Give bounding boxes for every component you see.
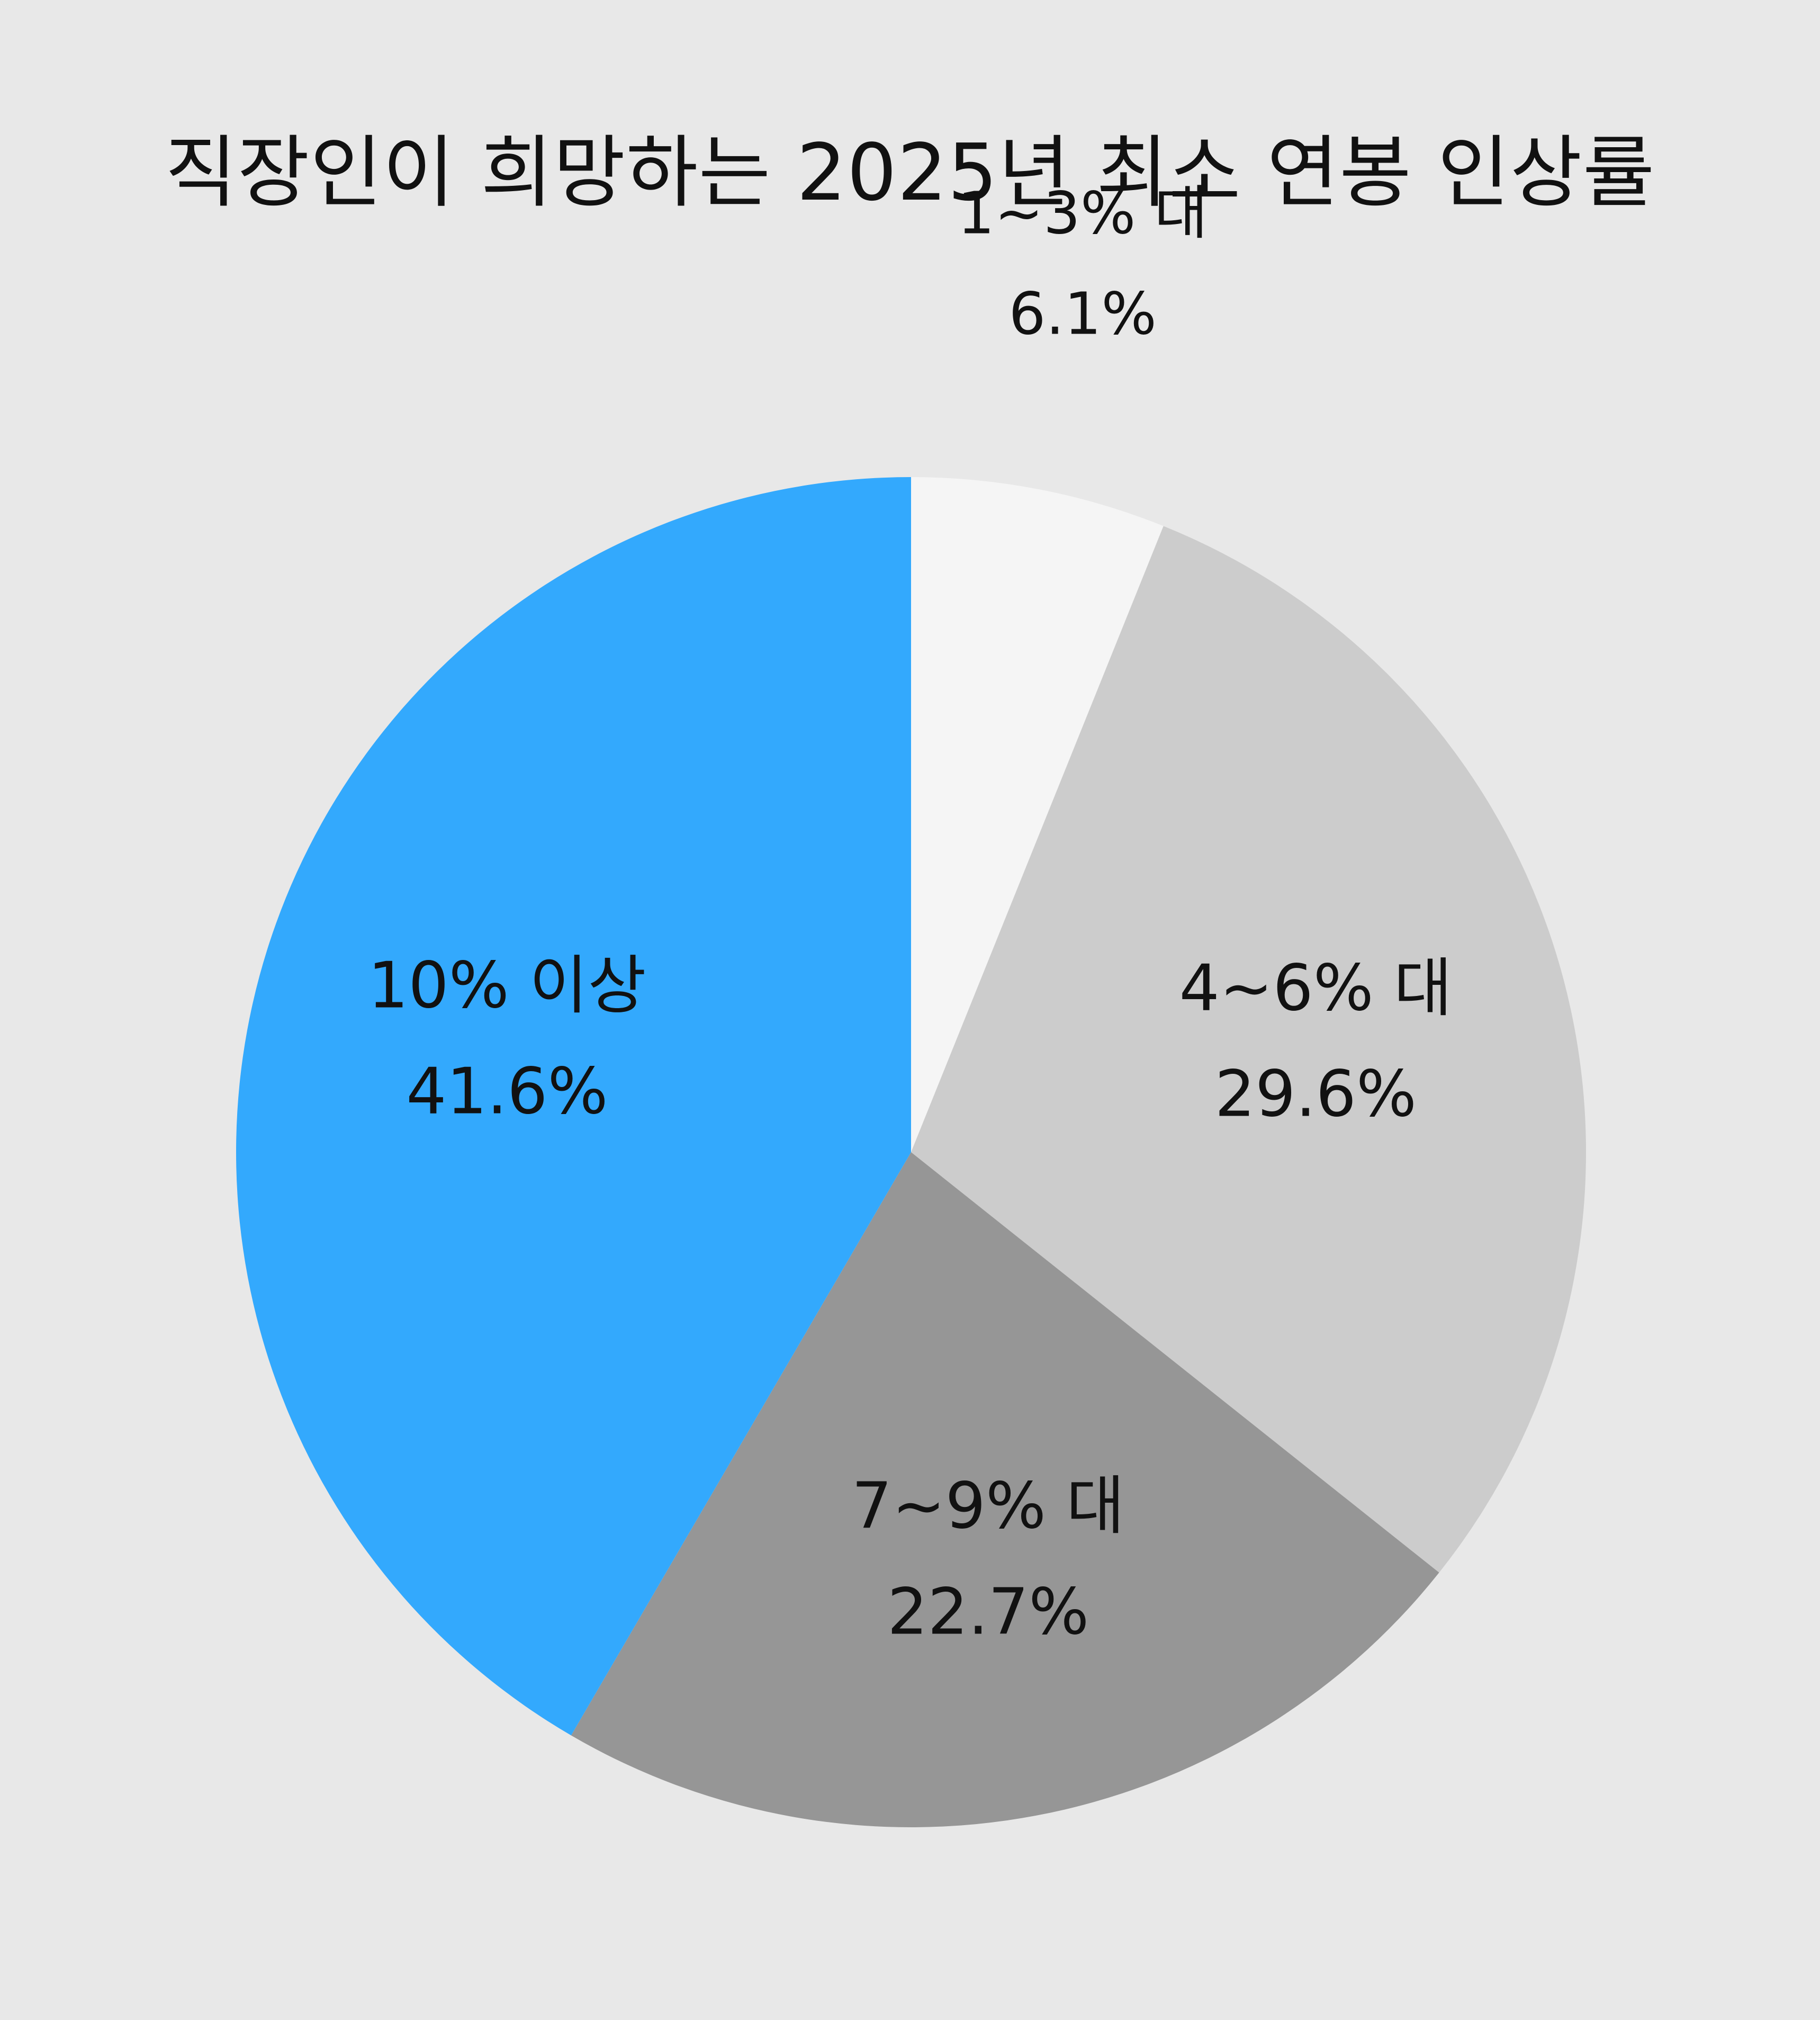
slice-value-label: 41.6%	[406, 1055, 608, 1129]
slice-category-label: 7~9% 대	[852, 1470, 1125, 1543]
slice-category-label: 1~3% 대	[958, 179, 1208, 247]
pie-labels: 1~3% 대 6.1% 4~6% 대 29.6% 7~9% 대 22.7% 10% 이상 41…	[368, 179, 1452, 1649]
slice-value-label: 22.7%	[887, 1576, 1089, 1649]
slice-value-label: 6.1%	[1008, 280, 1156, 347]
pie-slices	[236, 477, 1586, 1827]
pie-slice-2	[911, 526, 1586, 1573]
chart-title: 직장인이 희망하는 2025년 최소 연봉 인상률	[165, 127, 1655, 218]
pie-slice-4	[236, 477, 911, 1736]
pie-slice-1	[911, 477, 1164, 1152]
slice-value-label: 29.6%	[1215, 1057, 1417, 1131]
slice-category-label: 4~6% 대	[1179, 951, 1453, 1025]
pie-slice-3	[571, 1152, 1439, 1827]
slice-category-label: 10% 이상	[368, 949, 646, 1023]
